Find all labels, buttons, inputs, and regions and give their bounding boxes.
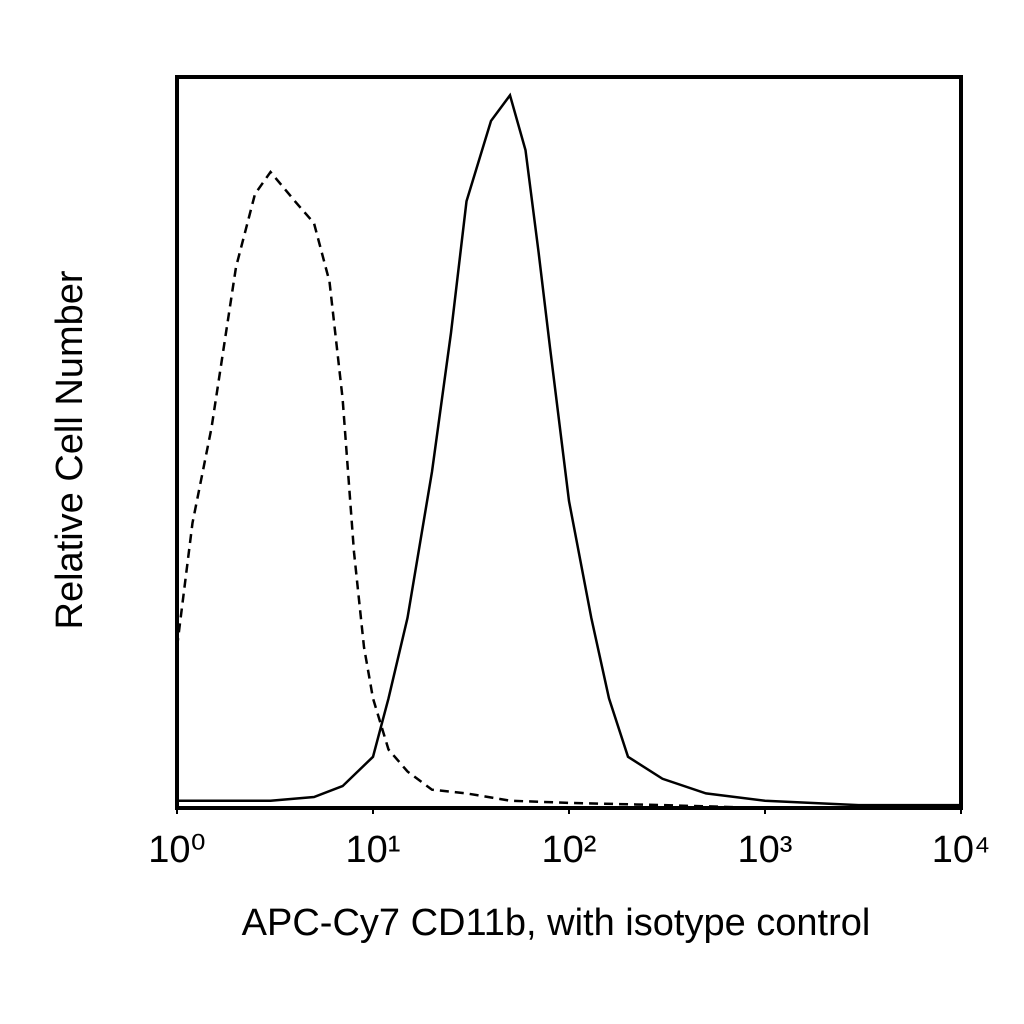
histogram-line — [175, 169, 766, 810]
x-tick-label: 10⁴ — [932, 829, 991, 871]
histogram-line — [177, 92, 961, 807]
x-tick-label: 10⁰ — [148, 829, 206, 871]
x-tick-label: 10¹ — [346, 829, 401, 871]
x-tick-label: 10² — [542, 829, 597, 871]
plot-frame — [175, 75, 963, 810]
x-axis-label: APC-Cy7 CD11b, with isotype control — [242, 902, 871, 944]
y-axis-label: Relative Cell Number — [49, 270, 91, 629]
x-tick-label: 10³ — [738, 829, 793, 871]
